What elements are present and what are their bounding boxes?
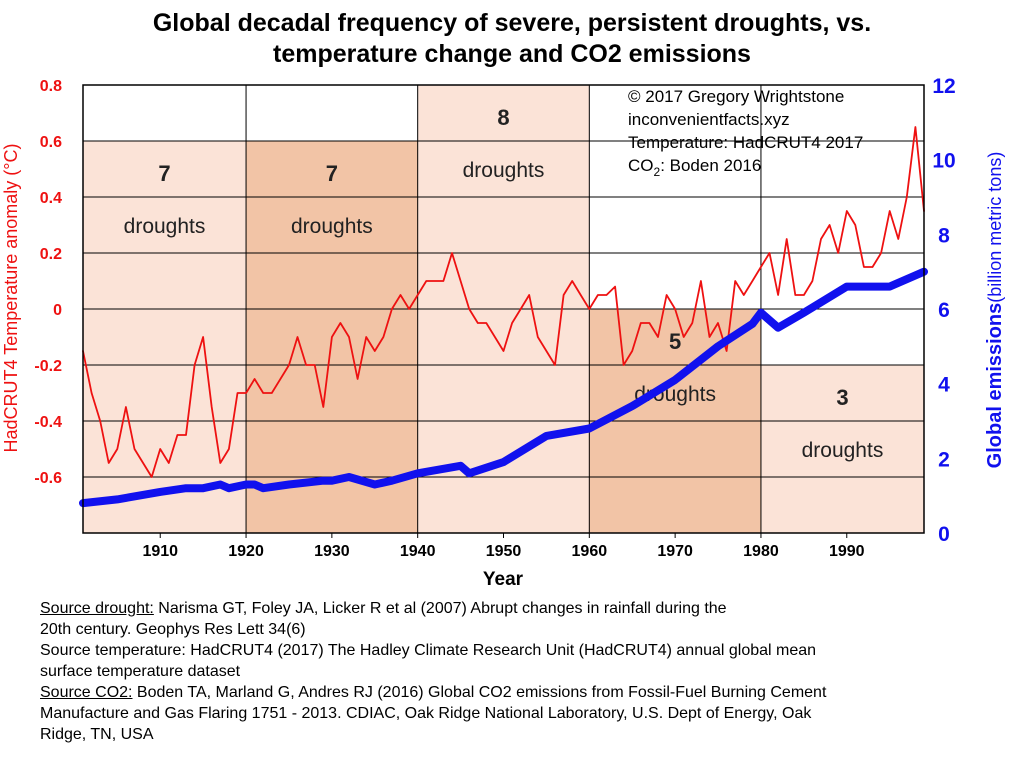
x-tick-label: 1960 <box>572 543 608 560</box>
source-drought-text: Narisma GT, Foley JA, Licker R et al (20… <box>153 600 727 617</box>
left-tick-label: 0.2 <box>40 246 62 263</box>
x-tick-label: 1940 <box>400 543 436 560</box>
source-temperature-text: HadCRUT4 (2017) The Hadley Climate Resea… <box>185 642 817 659</box>
co2-credit-sub: 2 <box>654 165 661 179</box>
x-tick-label: 1990 <box>829 543 865 560</box>
x-tick-label: 1930 <box>314 543 350 560</box>
source-temperature: Source temperature: HadCRUT4 (2017) The … <box>40 640 1000 661</box>
x-axis-label: Year <box>483 569 524 590</box>
right-tick-label: 8 <box>938 224 950 247</box>
source-co2-cont: Manufacture and Gas Flaring 1751 - 2013.… <box>40 705 812 722</box>
source-drought: Source drought: Narisma GT, Foley JA, Li… <box>40 598 1000 619</box>
right-tick-label: 2 <box>938 448 950 471</box>
drought-count: 5 <box>669 329 681 354</box>
right-tick-label: 12 <box>932 75 955 98</box>
left-tick-label: 0.6 <box>40 134 62 151</box>
x-tick-label: 1910 <box>142 543 178 560</box>
left-tick-label: 0 <box>53 302 62 319</box>
right-tick-label: 6 <box>938 299 950 322</box>
right-tick-label: 4 <box>938 374 950 397</box>
drought-count: 3 <box>836 385 848 410</box>
sources-block: Source drought: Narisma GT, Foley JA, Li… <box>40 598 1000 745</box>
source-co2: Source CO2: Boden TA, Marland G, Andres … <box>40 682 1000 703</box>
left-tick-label: 0.8 <box>40 78 62 95</box>
left-tick-label: 0.4 <box>40 190 62 207</box>
co2-credit-prefix: CO <box>628 156 654 175</box>
drought-count: 7 <box>158 161 170 186</box>
x-tick-label: 1950 <box>486 543 522 560</box>
source-drought-label: Source drought: <box>40 600 154 617</box>
co2-line <box>79 267 928 508</box>
title-line-1: Global decadal frequency of severe, pers… <box>152 9 872 37</box>
series-lines <box>79 126 928 508</box>
drought-label: droughts <box>124 215 206 238</box>
temperature-credit: Temperature: HadCRUT4 2017 <box>628 133 863 152</box>
x-tick-label: 1980 <box>743 543 779 560</box>
drought-shade <box>760 365 924 533</box>
source-co2-text: Boden TA, Marland G, Andres RJ (2016) Gl… <box>132 684 827 701</box>
drought-label: droughts <box>802 439 884 462</box>
drought-label: droughts <box>463 159 545 182</box>
copyright-block: © 2017 Gregory Wrightstone inconvenientf… <box>628 87 863 179</box>
co2-credit-suffix: : Boden 2016 <box>660 156 761 175</box>
source-temperature-cont: surface temperature dataset <box>40 663 241 680</box>
left-tick-label: -0.2 <box>34 358 62 375</box>
drought-shade <box>83 141 247 533</box>
drought-label: droughts <box>291 215 373 238</box>
right-axis-label-bold: Global emissions <box>984 303 1006 469</box>
temperature-line <box>82 126 925 478</box>
right-tick-label: 0 <box>938 523 950 546</box>
left-tick-label: -0.6 <box>34 470 62 487</box>
drought-count: 7 <box>326 161 338 186</box>
co2-credit: CO2: Boden 2016 <box>628 156 761 179</box>
source-drought-cont: 20th century. Geophys Res Lett 34(6) <box>40 621 306 638</box>
source-co2-label: Source CO2: <box>40 684 133 701</box>
source-temperature-label: Source temperature: <box>40 642 186 659</box>
axes: 1910 1920 1930 1940 1950 1960 1970 1980 1990 0.8 0… <box>34 75 955 560</box>
left-tick-label: -0.4 <box>34 414 62 431</box>
drought-count: 8 <box>497 105 509 130</box>
right-axis-label-units: (billion metric tons) <box>985 152 1005 303</box>
copyright-line: © 2017 Gregory Wrightstone <box>628 87 844 106</box>
x-tick-label: 1920 <box>228 543 264 560</box>
source-co2-cont-2: Ridge, TN, USA <box>40 726 154 743</box>
x-tick-label: 1970 <box>657 543 693 560</box>
right-axis-label: Global emissions(billion metric tons) <box>984 152 1006 469</box>
right-tick-label: 10 <box>932 150 955 173</box>
left-axis-label: HadCRUT4 Temperature anomaly (°C) <box>1 144 21 453</box>
chart-title: Global decadal frequency of severe, pers… <box>0 8 1024 70</box>
website-line: inconvenientfacts.xyz <box>628 110 790 129</box>
title-line-2: temperature change and CO2 emissions <box>273 40 751 68</box>
